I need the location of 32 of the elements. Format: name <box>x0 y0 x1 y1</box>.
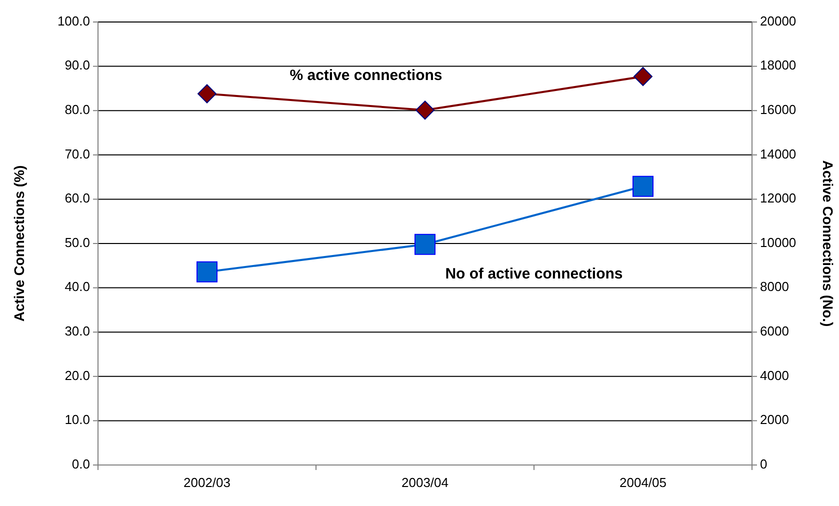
y-tick-label: 50.0 <box>64 234 90 250</box>
y-tick-label: 10.0 <box>64 412 90 428</box>
y2-tick-label: 14000 <box>760 146 796 162</box>
y-tick-label: 20.0 <box>64 368 90 383</box>
y2-tick-label: 8000 <box>760 279 789 294</box>
y2-tick-label: 4000 <box>760 368 789 383</box>
point <box>632 176 654 197</box>
y2-tick-label: 10000 <box>760 234 796 250</box>
y-tick-label: 60.0 <box>64 190 90 206</box>
y-tick-label: 0.0 <box>72 456 90 472</box>
point <box>196 261 218 282</box>
y2-tick-label: 12000 <box>760 190 796 206</box>
x-tick-label: 2003/04 <box>402 475 448 490</box>
x-tick-label: 2002/03 <box>184 475 230 490</box>
y-tick-label: 70.0 <box>64 146 90 162</box>
y-tick-label: 30.0 <box>64 324 90 339</box>
y-tick-label: 80.0 <box>64 102 90 118</box>
y2-tick-label: 6000 <box>760 324 789 339</box>
y2-tick-label: 18000 <box>760 58 796 73</box>
y-tick-label: 90.0 <box>64 58 90 73</box>
y2-tick-label: 0 <box>760 456 768 472</box>
x-tick-label: 2004/05 <box>620 475 666 490</box>
y-axis-title: Active Connections (%) <box>11 165 27 322</box>
series-label: % active connections <box>290 66 442 84</box>
y2-axis-title: Active Connections (No.) <box>820 160 836 327</box>
y2-tick-label: 2000 <box>760 412 789 428</box>
y-tick-label: 40.0 <box>64 279 90 294</box>
y-tick-label: 100.0 <box>57 13 90 28</box>
y2-tick-label: 16000 <box>760 102 796 118</box>
y2-tick-label: 20000 <box>760 13 796 28</box>
point <box>414 234 436 255</box>
series-label: No of active connections <box>445 265 623 282</box>
